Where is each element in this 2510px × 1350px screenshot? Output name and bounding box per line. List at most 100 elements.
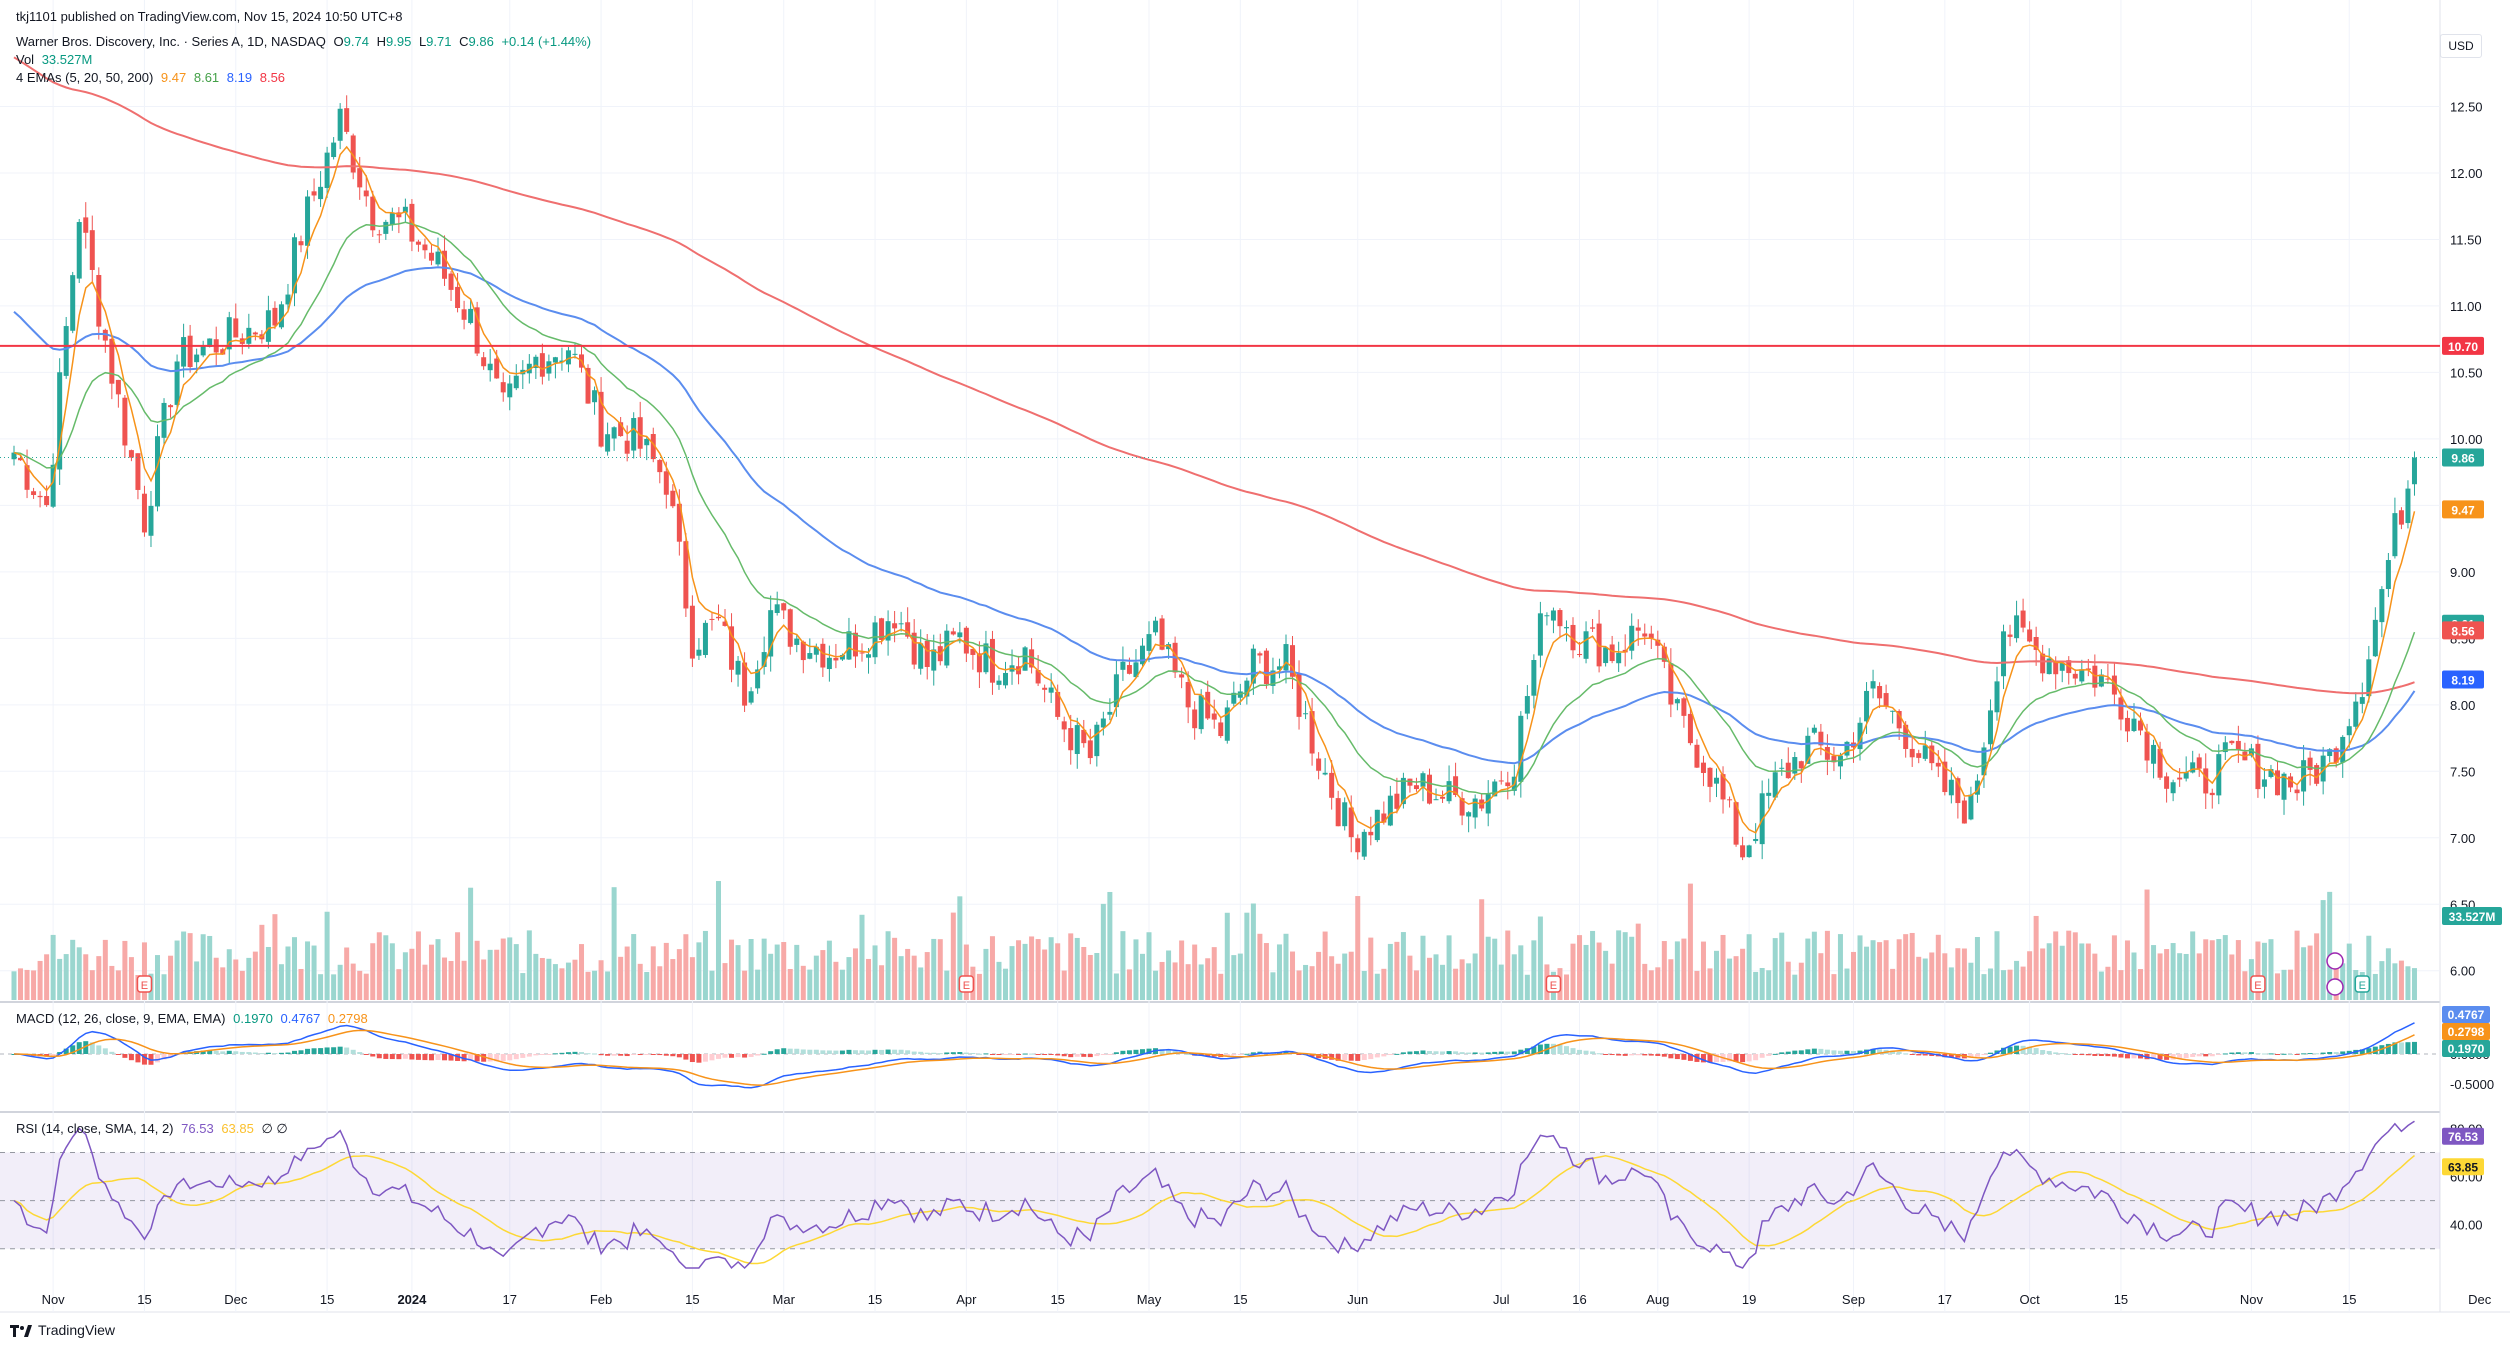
volume-bar xyxy=(565,962,571,1000)
candle-body xyxy=(1570,624,1576,651)
macd-histogram-bar xyxy=(715,1054,721,1059)
volume-bar xyxy=(2411,968,2417,1000)
macd-histogram-bar xyxy=(1831,1050,1837,1054)
volume-bar xyxy=(226,949,232,1000)
macd-histogram-bar xyxy=(1844,1050,1850,1054)
candle-body xyxy=(559,360,565,363)
macd-histogram-bar xyxy=(1029,1053,1035,1055)
candle-body xyxy=(1185,682,1191,708)
volume-bar xyxy=(1335,963,1341,1000)
volume-bar xyxy=(1668,959,1674,1000)
volume-bar xyxy=(833,961,839,1000)
volume-bar xyxy=(1440,964,1446,1000)
candle-body xyxy=(755,669,761,689)
macd-histogram-bar xyxy=(415,1054,421,1060)
tradingview-brand: TradingView xyxy=(10,1322,115,1338)
volume-bar xyxy=(898,956,904,1000)
macd-histogram-bar xyxy=(1107,1054,1113,1055)
volume-bar xyxy=(311,945,317,1000)
volume-bar xyxy=(2320,900,2326,1000)
macd-histogram-bar xyxy=(1648,1054,1654,1056)
macd-histogram-bar xyxy=(846,1049,852,1054)
macd-badge-label: 0.2798 xyxy=(2448,1025,2485,1039)
volume-bar xyxy=(1570,943,1576,1000)
volume-bar xyxy=(983,948,989,1000)
macd-histogram-bar xyxy=(122,1054,128,1058)
macd-histogram-bar xyxy=(1309,1054,1315,1057)
candle-body xyxy=(2209,792,2215,796)
candle-body xyxy=(1707,767,1713,787)
candle-body xyxy=(676,503,682,542)
macd-histogram-bar xyxy=(1283,1051,1289,1054)
macd-histogram-bar xyxy=(1492,1051,1498,1054)
candle-body xyxy=(141,493,147,533)
candle-body xyxy=(2111,675,2117,695)
volume-bar xyxy=(579,944,585,1000)
candle-body xyxy=(1864,690,1870,722)
volume-bar xyxy=(820,950,826,1000)
candle-body xyxy=(1857,722,1863,750)
candle-body xyxy=(774,604,780,613)
candle-body xyxy=(1635,627,1641,631)
candle-body xyxy=(1727,799,1733,801)
volume-bar xyxy=(1642,963,1648,1000)
candle-body xyxy=(1844,741,1850,756)
volume-bar xyxy=(115,970,121,1000)
candle-body xyxy=(11,452,17,460)
time-tick-label: 17 xyxy=(1938,1292,1952,1307)
candle-body xyxy=(1374,809,1380,841)
macd-histogram-bar xyxy=(663,1054,669,1056)
time-tick-label: 15 xyxy=(320,1292,334,1307)
currency-button[interactable]: USD xyxy=(2440,34,2482,58)
volume-bar xyxy=(2261,942,2267,1000)
volume-bar xyxy=(1857,935,1863,1000)
candle-body xyxy=(1557,610,1563,627)
volume-bar xyxy=(2294,930,2300,1000)
volume-bar xyxy=(1009,946,1015,1000)
volume-bar xyxy=(1955,948,1961,1000)
candle-body xyxy=(950,631,956,635)
macd-histogram-bar xyxy=(311,1048,317,1054)
volume-bar xyxy=(1355,896,1361,1000)
macd-histogram-bar xyxy=(800,1049,806,1054)
macd-histogram-bar xyxy=(1642,1054,1648,1056)
macd-histogram-bar xyxy=(1616,1054,1622,1056)
volume-bar xyxy=(1453,968,1459,1000)
candle-body xyxy=(272,307,278,326)
price-badge xyxy=(2442,621,2484,640)
macd-histogram-bar xyxy=(1016,1054,1022,1055)
candle-body xyxy=(1296,673,1302,717)
volume-bar xyxy=(1094,953,1100,1000)
macd-line xyxy=(13,1022,2415,1089)
macd-histogram-bar xyxy=(1772,1053,1778,1055)
volume-bar xyxy=(702,930,708,1000)
candle-body xyxy=(389,213,395,225)
volume-bar xyxy=(174,940,180,1000)
macd-histogram-bar xyxy=(2242,1052,2248,1054)
candle-body xyxy=(1740,845,1746,858)
volume-bar xyxy=(1303,964,1309,1000)
volume-bar xyxy=(1048,937,1054,1000)
candle-body xyxy=(1381,813,1387,823)
macd-histogram-bar xyxy=(1009,1054,1015,1055)
volume-bar xyxy=(1257,933,1263,1000)
candle-body xyxy=(592,390,598,403)
volume-bar xyxy=(1818,953,1824,1000)
volume-bar xyxy=(637,963,643,1000)
volume-bar xyxy=(539,957,545,1000)
volume-bar xyxy=(1942,953,1948,1000)
volume-bar xyxy=(1139,953,1145,1000)
macd-histogram-bar xyxy=(1485,1052,1491,1054)
macd-histogram-bar xyxy=(976,1053,982,1055)
macd-histogram-bar xyxy=(1805,1049,1811,1054)
volume-bar xyxy=(781,942,787,1000)
price-badge-label: 8.56 xyxy=(2451,624,2475,638)
macd-histogram-bar xyxy=(1707,1054,1713,1063)
time-tick-label: Mar xyxy=(773,1292,796,1307)
volume-bar xyxy=(128,957,134,1000)
candle-body xyxy=(1753,838,1759,842)
open-value: 9.74 xyxy=(343,34,369,49)
volume-bar xyxy=(1766,970,1772,1000)
volume-bar xyxy=(324,911,330,1000)
